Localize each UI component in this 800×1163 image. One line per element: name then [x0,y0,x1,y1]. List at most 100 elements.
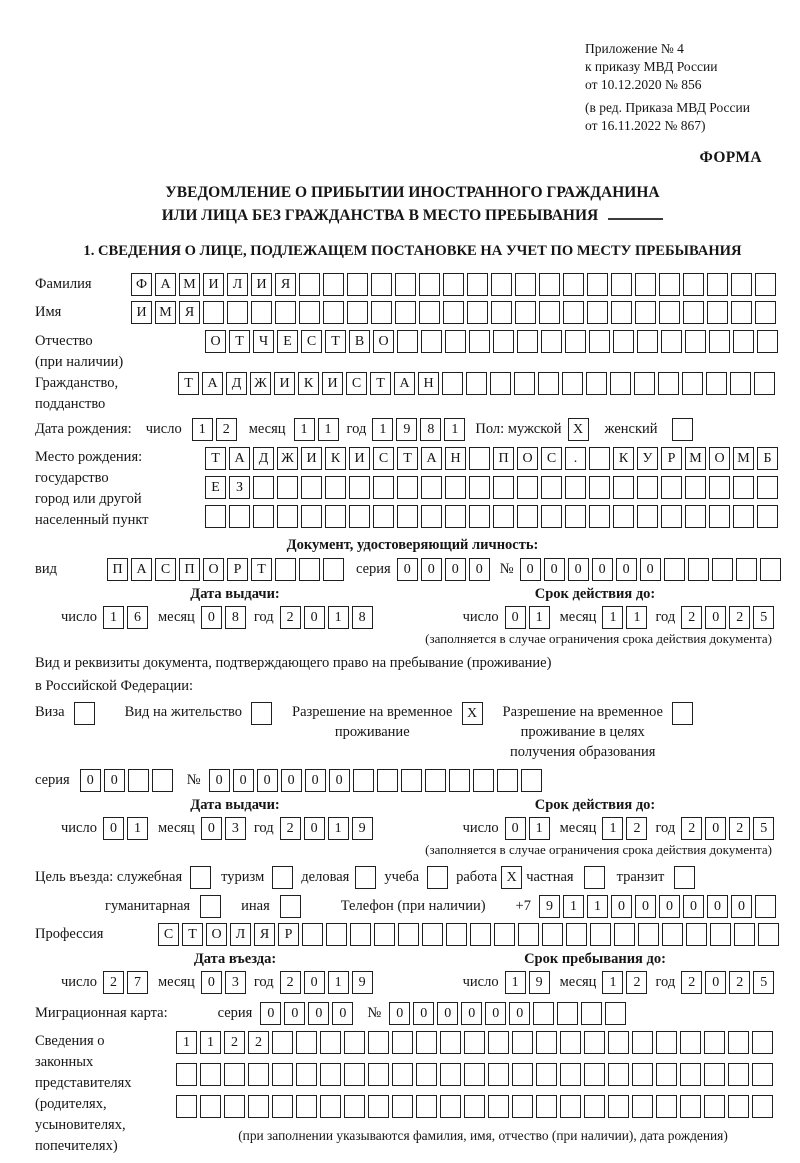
char-cell[interactable]: С [301,330,322,353]
char-cell[interactable]: 1 [126,817,148,840]
char-cell[interactable] [589,447,610,470]
char-cell[interactable] [469,447,490,470]
char-cell[interactable] [614,923,635,946]
char-cell[interactable] [565,476,586,499]
char-cell[interactable]: К [613,447,634,470]
char-cell[interactable] [320,1031,341,1054]
char-cell[interactable] [466,372,487,395]
char-cell[interactable] [493,330,514,353]
char-cell[interactable]: 0 [303,817,325,840]
char-cell[interactable] [671,702,693,725]
char-cell[interactable]: 2 [626,817,648,840]
char-cell[interactable] [562,372,583,395]
char-cell[interactable] [398,923,419,946]
char-cell[interactable]: М [179,273,200,296]
char-cell[interactable]: X [567,418,589,441]
char-cell[interactable]: 8 [351,606,373,629]
char-cell[interactable]: 1 [586,895,608,918]
char-cell[interactable]: И [203,273,224,296]
char-cell[interactable] [735,558,757,581]
char-cell[interactable] [560,1063,581,1086]
char-cell[interactable]: 0 [232,769,254,792]
char-cell[interactable] [320,1095,341,1118]
char-cell[interactable] [704,1031,725,1054]
char-cell[interactable] [584,1063,605,1086]
char-cell[interactable]: 0 [308,1002,330,1025]
char-cell[interactable] [296,1095,317,1118]
char-cell[interactable]: Л [227,273,248,296]
char-cell[interactable] [637,330,658,353]
char-cell[interactable] [711,558,733,581]
char-cell[interactable] [248,1095,269,1118]
char-cell[interactable] [515,273,536,296]
char-cell[interactable]: Е [205,476,226,499]
char-cell[interactable] [190,866,212,889]
char-cell[interactable]: 2 [279,971,301,994]
char-cell[interactable]: И [349,447,370,470]
char-cell[interactable]: И [251,273,272,296]
char-cell[interactable]: 0 [332,1002,354,1025]
char-cell[interactable]: 1 [528,817,550,840]
char-cell[interactable] [424,769,446,792]
char-cell[interactable]: 0 [504,606,526,629]
char-cell[interactable] [440,1031,461,1054]
char-cell[interactable] [637,505,658,528]
char-cell[interactable]: О [206,923,227,946]
char-cell[interactable] [400,769,422,792]
char-cell[interactable] [635,273,656,296]
char-cell[interactable] [416,1031,437,1054]
char-cell[interactable] [733,476,754,499]
char-cell[interactable] [514,372,535,395]
char-cell[interactable]: 0 [256,769,278,792]
char-cell[interactable] [685,505,706,528]
char-cell[interactable]: 0 [420,558,442,581]
char-cell[interactable] [680,1063,701,1086]
char-cell[interactable] [272,1063,293,1086]
char-cell[interactable] [589,330,610,353]
char-cell[interactable]: 0 [682,895,704,918]
char-cell[interactable]: Б [757,447,778,470]
char-cell[interactable]: А [421,447,442,470]
char-cell[interactable] [248,1063,269,1086]
char-cell[interactable] [323,301,344,324]
char-cell[interactable] [299,273,320,296]
char-cell[interactable] [539,301,560,324]
char-cell[interactable] [488,1063,509,1086]
char-cell[interactable] [493,505,514,528]
char-cell[interactable] [608,1095,629,1118]
char-cell[interactable] [731,301,752,324]
char-cell[interactable]: 0 [610,895,632,918]
char-cell[interactable]: 0 [504,817,526,840]
char-cell[interactable] [589,505,610,528]
char-cell[interactable]: 1 [191,418,213,441]
char-cell[interactable]: 0 [284,1002,306,1025]
char-cell[interactable] [674,866,696,889]
char-cell[interactable] [176,1063,197,1086]
char-cell[interactable] [560,1031,581,1054]
char-cell[interactable]: М [733,447,754,470]
char-cell[interactable] [445,476,466,499]
char-cell[interactable] [680,1031,701,1054]
char-cell[interactable]: Я [179,301,200,324]
char-cell[interactable]: 9 [351,971,373,994]
char-cell[interactable] [467,273,488,296]
char-cell[interactable] [469,476,490,499]
char-cell[interactable] [397,476,418,499]
char-cell[interactable] [323,558,344,581]
char-cell[interactable] [419,301,440,324]
char-cell[interactable]: И [274,372,295,395]
char-cell[interactable] [344,1031,365,1054]
char-cell[interactable] [368,1063,389,1086]
char-cell[interactable] [368,1031,389,1054]
char-cell[interactable]: Ж [250,372,271,395]
char-cell[interactable]: 0 [304,769,326,792]
char-cell[interactable]: 1 [200,1031,221,1054]
char-cell[interactable] [671,418,693,441]
char-cell[interactable]: У [637,447,658,470]
char-cell[interactable] [490,372,511,395]
char-cell[interactable]: А [229,447,250,470]
char-cell[interactable] [611,301,632,324]
char-cell[interactable]: 8 [224,606,246,629]
char-cell[interactable] [253,505,274,528]
char-cell[interactable]: С [158,923,179,946]
